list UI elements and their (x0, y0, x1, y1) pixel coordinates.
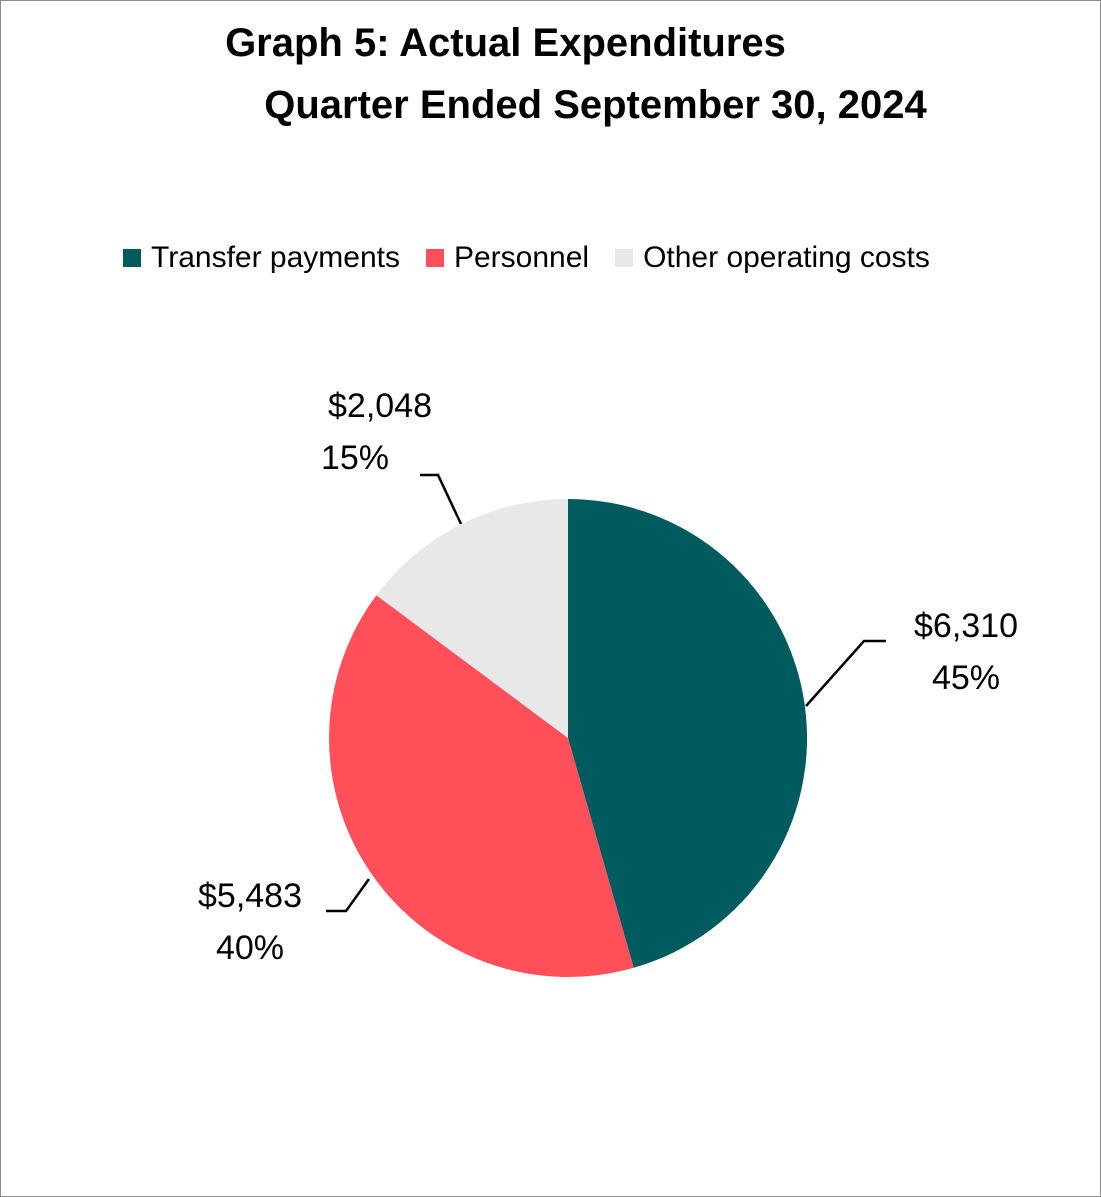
data-label-other-pct: 15% (320, 439, 390, 477)
pie-slice-personnel (329, 595, 634, 977)
leader-line-personnel (326, 878, 371, 913)
legend-item-other: Other operating costs (615, 241, 930, 275)
chart-legend: Transfer payments Personnel Other operat… (123, 240, 956, 276)
legend-swatch-transfer (123, 249, 141, 267)
data-label-transfer-value: $6,310 (914, 607, 1018, 645)
legend-item-personnel: Personnel (425, 241, 590, 275)
data-label-personnel: $5,483 40% (170, 870, 330, 974)
legend-label-transfer: Transfer payments (151, 241, 400, 274)
legend-item-transfer: Transfer payments (123, 241, 400, 275)
chart-title-line2: Quarter Ended September 30, 2024 (264, 83, 927, 127)
data-label-other: $2,048 15% (300, 380, 460, 484)
chart-title: Graph 5: Actual Expenditures Quarter End… (0, 20, 1101, 128)
pie-slice-other (376, 499, 568, 738)
leader-line-other (420, 473, 463, 525)
data-label-transfer-pct: 45% (931, 659, 1001, 697)
legend-swatch-personnel (425, 249, 444, 267)
legend-swatch-other (615, 249, 634, 267)
legend-label-personnel: Personnel (453, 241, 590, 274)
data-label-personnel-value: $5,483 (198, 877, 302, 915)
chart-title-line1: Graph 5: Actual Expenditures (225, 21, 786, 65)
legend-label-other: Other operating costs (643, 241, 930, 274)
data-label-personnel-pct: 40% (215, 929, 285, 967)
data-label-transfer: $6,310 45% (886, 600, 1046, 704)
leader-line-transfer (805, 639, 886, 707)
pie-slice-transfer (568, 499, 808, 968)
data-label-other-value: $2,048 (328, 387, 432, 425)
